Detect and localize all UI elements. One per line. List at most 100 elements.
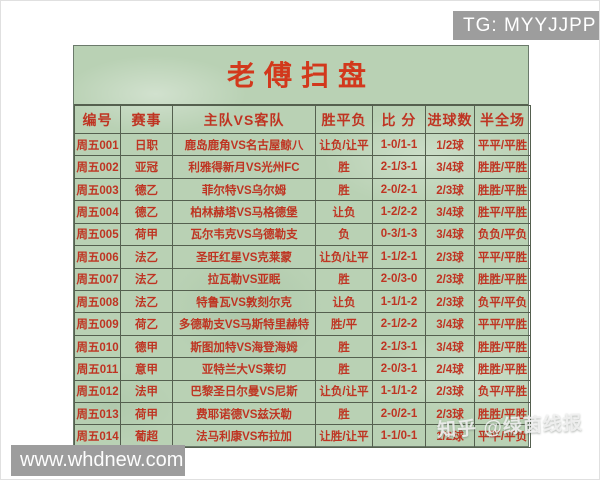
site-url-bar: www.whdnew.com	[11, 445, 185, 476]
table-row: 周五012 法甲 巴黎圣日尔曼VS尼斯 让负/让平 1-1/1-2 2/3球 负平/平胜	[74, 379, 531, 404]
cell-league: 荷甲	[120, 402, 173, 426]
cell-result-pick: 让负/让平	[315, 379, 373, 404]
cell-league: 法甲	[120, 379, 173, 404]
cell-goals-pick: 1/2球	[425, 424, 475, 448]
cell-goals-pick: 2/3球	[425, 289, 475, 314]
cell-score-pick: 2-0/3-1	[372, 357, 426, 381]
cell-league: 法乙	[120, 289, 173, 314]
cell-league: 意甲	[120, 357, 173, 381]
column-header-half-full-pick: 半全场	[474, 105, 531, 134]
cell-teams: 法马利康VS布拉加	[172, 424, 316, 448]
cell-match-id: 周五006	[74, 245, 121, 269]
cell-half-full-pick: 胜胜/平胜	[474, 334, 531, 359]
cell-score-pick: 1-2/2-2	[372, 200, 426, 224]
page-title: 老傅扫盘	[74, 46, 528, 105]
table-row: 周五010 德甲 斯图加特VS海登海姆胜 2-1/3-1 3/4球 胜胜/平胜	[74, 334, 531, 359]
cell-goals-pick: 3/4球	[425, 222, 475, 247]
cell-match-id: 周五005	[74, 222, 121, 247]
cell-match-id: 周五013	[74, 402, 121, 426]
cell-half-full-pick: 负负/平负	[474, 222, 531, 247]
cell-result-pick: 胜	[315, 402, 373, 426]
table-row: 周五003 德乙 菲尔特VS乌尔姆胜 2-0/2-1 2/3球 胜胜/平胜	[74, 177, 531, 202]
cell-goals-pick: 3/4球	[425, 334, 475, 359]
cell-match-id: 周五009	[74, 312, 121, 336]
cell-half-full-pick: 胜平/平胜	[474, 200, 531, 224]
cell-match-id: 周五001	[74, 132, 121, 157]
telegram-badge: TG: MYYJJPP	[453, 11, 599, 40]
cell-teams: 费耶诺德VS兹沃勒	[172, 402, 316, 426]
cell-league: 德甲	[120, 334, 173, 359]
cell-teams: 圣旺红星VS克莱蒙	[172, 245, 316, 269]
cell-result-pick: 让负/让平	[315, 245, 373, 269]
cell-half-full-pick: 胜胜/平胜	[474, 402, 531, 426]
cell-goals-pick: 2/3球	[425, 402, 475, 426]
cell-half-full-pick: 平平/平胜	[474, 132, 531, 157]
cell-teams: 亚特兰大VS莱切	[172, 357, 316, 381]
cell-result-pick: 胜/平	[315, 312, 373, 336]
cell-teams: 菲尔特VS乌尔姆	[172, 177, 316, 202]
cell-result-pick: 让负/让平	[315, 132, 373, 157]
cell-score-pick: 2-0/2-1	[372, 402, 426, 426]
cell-match-id: 周五010	[74, 334, 121, 359]
cell-league: 亚冠	[120, 155, 173, 179]
cell-league: 德乙	[120, 200, 173, 224]
cell-half-full-pick: 胜胜/平胜	[474, 155, 531, 179]
column-header-league: 赛事	[120, 105, 173, 134]
cell-half-full-pick: 胜胜/平胜	[474, 357, 531, 381]
column-header-score-pick: 比 分	[372, 105, 426, 134]
column-header-result-pick: 胜平负	[315, 105, 373, 134]
table-body: 周五001 日职 鹿岛鹿角VS名古屋鲸八 让负/让平 1-0/1-1 1/2球 平平/平胜周…	[74, 132, 531, 448]
cell-match-id: 周五007	[74, 267, 121, 291]
column-header-teams: 主队VS客队	[172, 105, 316, 134]
table-row: 周五002 亚冠 利雅得新月VS光州FC 胜 2-1/3-1 3/4球 胜胜/平胜	[74, 155, 531, 179]
cell-match-id: 周五002	[74, 155, 121, 179]
cell-half-full-pick: 胜胜/平胜	[474, 177, 531, 202]
cell-league: 法乙	[120, 267, 173, 291]
cell-teams: 利雅得新月VS光州FC	[172, 155, 316, 179]
table-header-row: 编号 赛事 主队VS客队 胜平负比 分进球数 半全场	[74, 105, 531, 134]
cell-score-pick: 1-1/0-1	[372, 424, 426, 448]
table-row: 周五013 荷甲 费耶诺德VS兹沃勒胜 2-0/2-1 2/3球 胜胜/平胜	[74, 402, 531, 426]
cell-goals-pick: 2/3球	[425, 379, 475, 404]
cell-half-full-pick: 平平/平胜	[474, 245, 531, 269]
cell-half-full-pick: 负平/平胜	[474, 379, 531, 404]
cell-goals-pick: 2/3球	[425, 267, 475, 291]
cell-goals-pick: 3/4球	[425, 312, 475, 336]
cell-league: 德乙	[120, 177, 173, 202]
cell-result-pick: 负	[315, 222, 373, 247]
cell-score-pick: 2-0/2-1	[372, 177, 426, 202]
cell-score-pick: 1-1/1-2	[372, 379, 426, 404]
cell-teams: 特鲁瓦VS敦刻尔克	[172, 289, 316, 314]
cell-match-id: 周五008	[74, 289, 121, 314]
cell-league: 法乙	[120, 245, 173, 269]
cell-goals-pick: 3/4球	[425, 155, 475, 179]
cell-score-pick: 1-0/1-1	[372, 132, 426, 157]
table-row: 周五005 荷甲 瓦尔韦克VS乌德勒支负 0-3/1-3 3/4球 负负/平负	[74, 222, 531, 247]
cell-score-pick: 2-1/3-1	[372, 155, 426, 179]
cell-match-id: 周五003	[74, 177, 121, 202]
cell-half-full-pick: 胜胜/平胜	[474, 267, 531, 291]
table-row: 周五004 德乙 柏林赫塔VS马格德堡 让负 1-2/2-2 3/4球 胜平/平胜	[74, 200, 531, 224]
cell-teams: 拉瓦勒VS亚眠	[172, 267, 316, 291]
cell-half-full-pick: 平平/平负	[474, 424, 531, 448]
cell-result-pick: 胜	[315, 267, 373, 291]
cell-half-full-pick: 平平/平胜	[474, 312, 531, 336]
cell-score-pick: 1-1/1-2	[372, 289, 426, 314]
cell-teams: 斯图加特VS海登海姆	[172, 334, 316, 359]
cell-goals-pick: 3/4球	[425, 200, 475, 224]
table-row: 周五008 法乙 特鲁瓦VS敦刻尔克 让负 1-1/1-2 2/3球 负平/平负	[74, 289, 531, 314]
cell-result-pick: 胜	[315, 357, 373, 381]
cell-result-pick: 胜	[315, 177, 373, 202]
cell-match-id: 周五011	[74, 357, 121, 381]
cell-result-pick: 让负	[315, 200, 373, 224]
cell-teams: 柏林赫塔VS马格德堡	[172, 200, 316, 224]
column-header-goals-pick: 进球数	[425, 105, 475, 134]
cell-match-id: 周五004	[74, 200, 121, 224]
cell-teams: 瓦尔韦克VS乌德勒支	[172, 222, 316, 247]
cell-score-pick: 1-1/2-1	[372, 245, 426, 269]
cell-teams: 鹿岛鹿角VS名古屋鲸八	[172, 132, 316, 157]
table-row: 周五009 荷乙 多德勒支VS马斯特里赫特 胜/平 2-1/2-2 3/4球 平平/平胜	[74, 312, 531, 336]
cell-goals-pick: 2/3球	[425, 245, 475, 269]
cell-league: 荷乙	[120, 312, 173, 336]
cell-goals-pick: 2/3球	[425, 177, 475, 202]
